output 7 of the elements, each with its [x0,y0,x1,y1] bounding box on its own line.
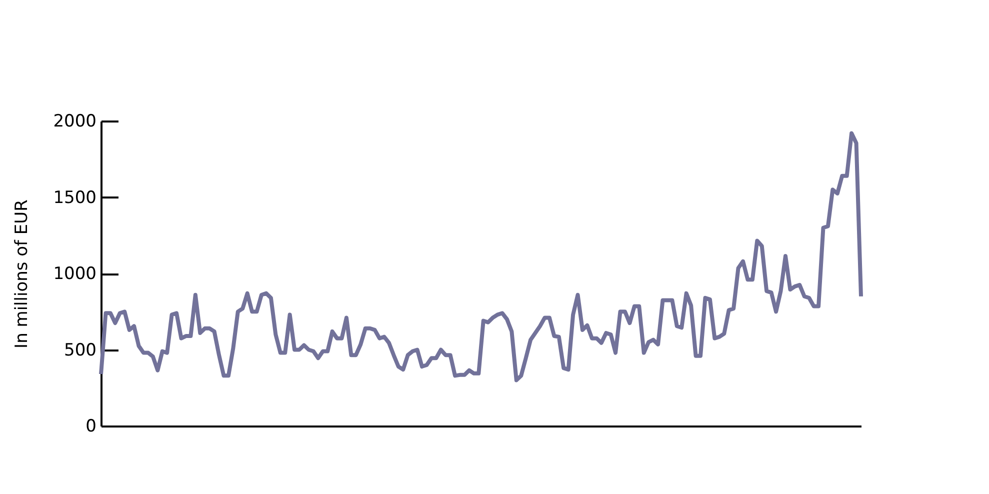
line-series [99,131,863,382]
y-tick-label: 1500 [53,188,96,208]
y-tick-label: 500 [64,340,96,360]
y-tick-label: 0 [86,416,96,436]
y-tick-label: 1000 [53,264,96,284]
y-tick-label: 2000 [53,112,96,132]
y-axis-title: In millions of EUR [12,199,32,348]
